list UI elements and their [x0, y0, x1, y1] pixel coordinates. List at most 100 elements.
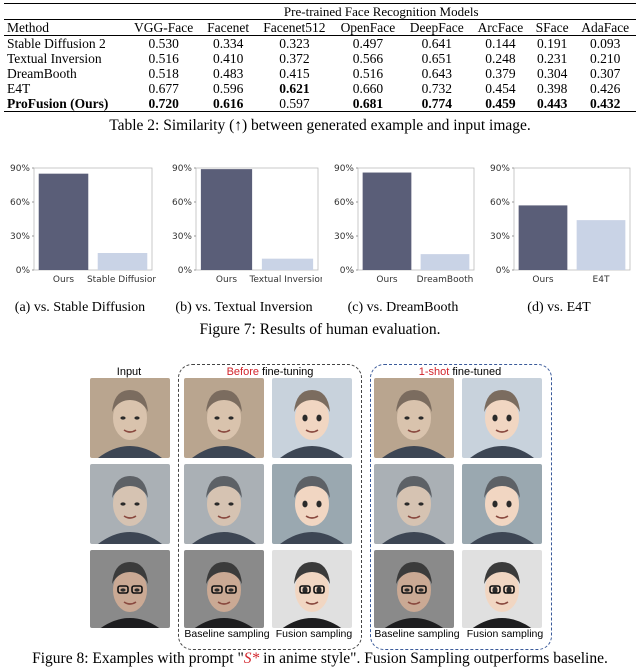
fusion-sample-image — [462, 550, 542, 628]
chart-subcaption: (a) vs. Stable Diffusion — [14, 300, 146, 315]
bar-ours — [518, 205, 568, 270]
score-cell: 0.677 — [148, 81, 179, 96]
y-tick-label: 0% — [340, 266, 355, 276]
score-cell: 0.398 — [536, 81, 568, 96]
before-word: Before — [226, 366, 259, 378]
input-face-image — [90, 550, 170, 628]
column-header: AdaFace — [581, 20, 630, 35]
table-row: DreamBooth 0.518 0.483 0.415 0.516 0.643 0.379… — [4, 66, 636, 81]
score-cell: 0.681 — [352, 96, 384, 111]
column-header: OpenFace — [340, 20, 396, 35]
baseline-sample-image — [374, 550, 454, 628]
score-cell: 0.248 — [485, 51, 516, 66]
y-tick-label: 60% — [172, 198, 192, 208]
score-cell: 0.432 — [590, 96, 621, 111]
score-cell: 0.651 — [421, 51, 452, 66]
table-row: E4T 0.677 0.596 0.621 0.660 0.732 0.454 0.398 0.… — [4, 81, 636, 96]
score-cell: 0.304 — [536, 66, 568, 81]
face-illustration — [374, 550, 454, 628]
face-illustration — [272, 550, 352, 628]
x-tick-label: Ours — [216, 275, 237, 285]
bar-ours — [200, 169, 253, 270]
x-tick-label: Stable Diffusion — [87, 275, 156, 285]
baseline-sample-image — [184, 378, 264, 458]
bar-baseline — [97, 253, 148, 270]
score-cell: 0.483 — [212, 66, 244, 81]
score-cell: 0.443 — [536, 96, 568, 111]
chart-frame — [357, 167, 475, 271]
score-cell: 0.454 — [485, 81, 516, 96]
score-cell: 0.516 — [352, 66, 384, 81]
chart-frame — [33, 167, 153, 271]
chart-subcaption: (b) vs. Textual Inversion — [175, 300, 313, 315]
figure8: Input Before fine-tuning 1-shot fine-tun… — [0, 360, 640, 669]
method-cell: E4T — [7, 81, 31, 96]
x-tick-label: E4T — [593, 275, 610, 285]
y-tick-label: 0% — [16, 266, 31, 276]
fig8-caption-part2: in anime style". Fusion Sampling outperf… — [259, 650, 608, 667]
score-cell: 0.307 — [590, 66, 621, 81]
before-baseline-label: Baseline sampling — [184, 628, 270, 640]
y-tick-label: 60% — [10, 198, 30, 208]
score-cell: 0.410 — [212, 51, 244, 66]
y-tick-label: 30% — [10, 232, 30, 242]
face-illustration — [184, 550, 264, 628]
face-illustration — [462, 464, 542, 544]
face-illustration — [90, 378, 170, 458]
method-cell: Stable Diffusion 2 — [7, 36, 106, 51]
human-eval-chart: 0% 30% 60% 90% Ours Textual Inversion — [172, 164, 322, 285]
table-row: Textual Inversion 0.516 0.410 0.372 0.566 0.6… — [4, 51, 636, 66]
fusion-sample-image — [272, 378, 352, 458]
score-cell: 0.660 — [352, 81, 384, 96]
y-tick-label: 90% — [10, 164, 30, 174]
score-cell: 0.641 — [421, 36, 452, 51]
column-header: DeepFace — [409, 20, 464, 35]
face-illustration — [184, 378, 264, 458]
face-illustration — [374, 378, 454, 458]
score-cell: 0.426 — [590, 81, 621, 96]
score-cell: 0.497 — [352, 36, 384, 51]
column-header: ArcFace — [477, 20, 524, 35]
bar-baseline — [576, 220, 626, 270]
score-cell: 0.415 — [279, 66, 310, 81]
fusion-sample-image — [462, 378, 542, 458]
after-baseline-label: Baseline sampling — [374, 628, 460, 640]
before-rest: fine-tuning — [258, 366, 314, 378]
chart-frame — [513, 167, 631, 271]
human-eval-chart: 0% 30% 60% 90% Ours DreamBooth — [334, 164, 475, 285]
after-rest: fine-tuned — [449, 366, 502, 378]
baseline-sample-image — [184, 550, 264, 628]
before-fusion-label: Fusion sampling — [275, 628, 353, 640]
x-tick-label: Ours — [376, 275, 397, 285]
score-cell: 0.518 — [148, 66, 179, 81]
score-cell: 0.093 — [590, 36, 621, 51]
score-cell: 0.616 — [212, 96, 244, 111]
table-row: Stable Diffusion 2 0.530 0.334 0.323 0.497 0.… — [4, 35, 636, 52]
fig8-caption-part1: Figure 8: Examples with prompt " — [32, 650, 244, 667]
x-tick-label: DreamBooth — [417, 275, 474, 285]
bar-baseline — [420, 254, 470, 270]
y-tick-label: 30% — [490, 232, 510, 242]
y-tick-label: 60% — [334, 198, 354, 208]
score-cell: 0.191 — [536, 36, 568, 51]
column-header: VGG-Face — [134, 20, 194, 35]
y-tick-label: 0% — [496, 266, 511, 276]
oneshot-word: 1-shot — [418, 366, 450, 378]
column-header: SFace — [535, 20, 569, 35]
face-illustration — [184, 464, 264, 544]
score-cell: 0.732 — [421, 81, 452, 96]
similarity-table: Pre-trained Face Recognition Models Meth… — [4, 3, 636, 112]
bar-ours — [362, 172, 412, 270]
baseline-sample-image — [374, 464, 454, 544]
before-finetune-panel — [178, 364, 362, 650]
x-tick-label: Ours — [53, 275, 74, 285]
human-eval-chart: 0% 30% 60% 90% Ours Stable Diffusion — [10, 164, 156, 285]
input-title: Input — [116, 366, 142, 378]
score-cell: 0.210 — [590, 51, 621, 66]
score-cell: 0.334 — [212, 36, 244, 51]
score-cell: 0.720 — [148, 96, 179, 111]
face-illustration — [272, 378, 352, 458]
chart-subcaption: (d) vs. E4T — [527, 300, 591, 315]
after-finetune-title: 1-shot fine-tuned — [372, 366, 548, 378]
fusion-sample-image — [272, 464, 352, 544]
